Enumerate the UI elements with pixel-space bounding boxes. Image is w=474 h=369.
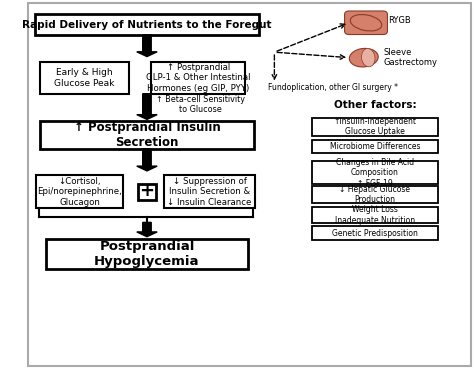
FancyBboxPatch shape <box>164 175 255 208</box>
Text: ↑ Postprandial
GLP-1 & Other Intestinal
Hormones (eg GIP, PYY): ↑ Postprandial GLP-1 & Other Intestinal … <box>146 63 251 93</box>
FancyArrow shape <box>137 223 157 237</box>
Text: Microbiome Differences: Microbiome Differences <box>330 142 420 151</box>
FancyBboxPatch shape <box>312 161 438 184</box>
Ellipse shape <box>350 14 382 31</box>
FancyBboxPatch shape <box>312 227 438 239</box>
FancyBboxPatch shape <box>40 121 254 149</box>
Text: Fundoplication, other GI surgery *: Fundoplication, other GI surgery * <box>268 83 398 92</box>
Text: Early & High
Glucose Peak: Early & High Glucose Peak <box>54 68 115 87</box>
FancyBboxPatch shape <box>40 62 129 93</box>
Text: Postprandial
Hypoglycemia: Postprandial Hypoglycemia <box>94 240 200 268</box>
FancyBboxPatch shape <box>137 184 156 200</box>
Text: Weight Loss
Inadequate Nutrition: Weight Loss Inadequate Nutrition <box>335 205 415 225</box>
Text: Sleeve
Gastrectomy: Sleeve Gastrectomy <box>383 48 437 68</box>
Text: ↑Insulin-Independent
Glucose Uptake: ↑Insulin-Independent Glucose Uptake <box>333 117 417 137</box>
Text: +: + <box>139 183 155 200</box>
FancyArrow shape <box>137 94 157 120</box>
Text: ↓Cortisol,
Epi/norepinephrine,
Glucagon: ↓Cortisol, Epi/norepinephrine, Glucagon <box>37 177 122 207</box>
FancyBboxPatch shape <box>312 118 438 136</box>
Text: ↑ Postprandial Insulin
Secretion: ↑ Postprandial Insulin Secretion <box>73 121 220 149</box>
FancyBboxPatch shape <box>36 175 124 208</box>
FancyArrow shape <box>137 35 157 56</box>
Text: ↓ Hepatic Glucose
Production: ↓ Hepatic Glucose Production <box>339 185 410 204</box>
FancyBboxPatch shape <box>312 186 438 203</box>
Text: Genetic Predisposition: Genetic Predisposition <box>332 228 418 238</box>
FancyArrow shape <box>137 149 157 171</box>
Text: ↑ Beta-cell Sensitivity
to Glucose: ↑ Beta-cell Sensitivity to Glucose <box>156 95 245 114</box>
FancyBboxPatch shape <box>345 11 387 35</box>
Text: RYGB: RYGB <box>388 16 411 25</box>
Ellipse shape <box>349 48 378 67</box>
Text: Changes in Bile Acid
Composition
↑ FGF-19: Changes in Bile Acid Composition ↑ FGF-1… <box>336 158 414 187</box>
Text: Other factors:: Other factors: <box>334 100 416 110</box>
Text: Rapid Delivery of Nutrients to the Foregut: Rapid Delivery of Nutrients to the Foreg… <box>22 20 272 30</box>
FancyBboxPatch shape <box>151 62 246 93</box>
FancyBboxPatch shape <box>35 14 259 35</box>
FancyBboxPatch shape <box>312 207 438 223</box>
FancyBboxPatch shape <box>312 140 438 153</box>
Ellipse shape <box>362 48 375 67</box>
FancyBboxPatch shape <box>46 239 247 269</box>
Text: ↓ Suppression of
Insulin Secretion &
↓ Insulin Clearance: ↓ Suppression of Insulin Secretion & ↓ I… <box>167 177 252 207</box>
